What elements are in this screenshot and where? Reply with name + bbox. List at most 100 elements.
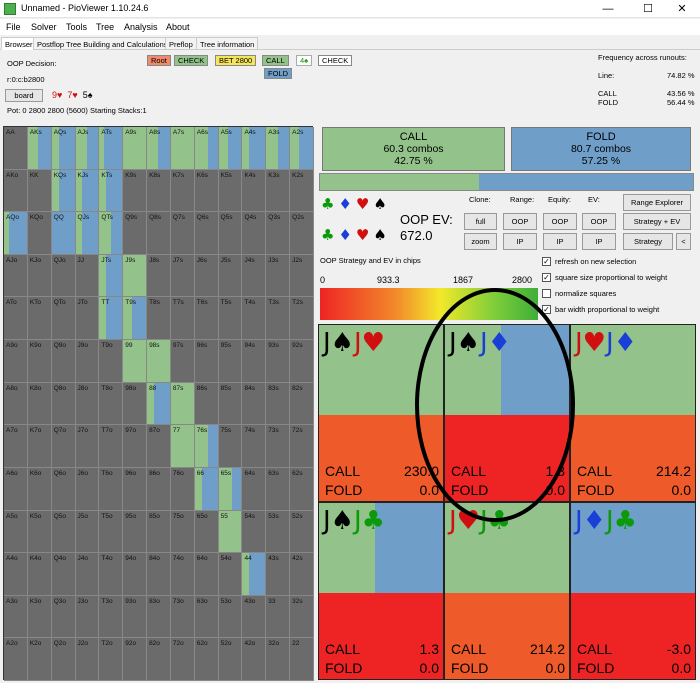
range-cell[interactable]: 95s [218,340,243,383]
range-cell[interactable]: 84s [242,382,267,426]
range-cell[interactable]: K3o [27,595,52,639]
club-icon[interactable]: ♣ [321,195,339,213]
range-cell[interactable]: 86s [194,382,219,426]
hand-panel[interactable]: J♥J♦ CALL 214.2 FOLD 0.0 [570,324,696,502]
range-cell[interactable]: 52o [218,638,243,681]
range-cell[interactable]: J9s [123,254,148,298]
range-cell[interactable]: J2o [75,638,100,681]
range-cell[interactable]: 42s [290,553,314,596]
range-cell[interactable]: J6o [75,467,100,511]
range-cell[interactable]: Q5s [218,212,243,255]
range-cell[interactable]: JJ [75,254,100,298]
range-cell[interactable]: Q8s [147,212,171,255]
strategy-button[interactable]: Strategy [623,233,673,250]
range-cell[interactable]: JTs [99,254,124,298]
range-cell[interactable]: 64s [242,467,267,511]
range-cell[interactable]: T9o [99,340,124,383]
tab-preflop[interactable]: Preflop [165,37,197,50]
range-cell[interactable]: 86o [147,467,171,511]
range-cell[interactable]: AJs [75,127,100,170]
range-cell[interactable]: ATs [99,127,124,170]
range-cell[interactable]: J3o [75,595,100,639]
range-cell[interactable]: 55 [218,510,243,554]
range-explorer-button[interactable]: Range Explorer [623,194,691,211]
range-cell[interactable]: A8s [147,127,171,170]
range-cell[interactable]: 85o [147,510,171,554]
range-cell[interactable]: T6s [194,297,219,341]
range-cell[interactable]: 83s [266,382,291,426]
heart-icon[interactable]: ♥ [355,226,374,244]
hand-panel[interactable]: J♠J♦ CALL 1.3 FOLD 0.0 [444,324,570,502]
range-cell[interactable]: 85s [218,382,243,426]
range-cell[interactable]: 62s [290,467,314,511]
range-cell[interactable]: J8o [75,382,100,426]
range-cell[interactable]: KK [27,169,52,213]
range-cell[interactable]: A8o [4,382,28,426]
range-cell[interactable]: A2s [290,127,314,170]
range-cell[interactable]: Q6o [51,467,76,511]
collapse-arrow-button[interactable]: < [676,233,691,250]
range-cell[interactable]: A7o [4,425,28,468]
range-cell[interactable]: T5o [99,510,124,554]
range-cell[interactable]: 97s [170,340,195,383]
range-cell[interactable]: AQs [51,127,76,170]
range-cell[interactable]: J4s [242,254,267,298]
node-root[interactable]: Root [147,55,171,66]
range-cell[interactable]: T4o [99,553,124,596]
range-cell[interactable]: K9s [123,169,148,213]
range-cell[interactable]: 94o [123,553,148,596]
range-cell[interactable]: J5o [75,510,100,554]
hand-panel[interactable]: J♦J♣ CALL -3.0 FOLD 0.0 [570,502,696,680]
hand-panel[interactable]: J♠J♣ CALL 1.3 FOLD 0.0 [318,502,444,680]
range-cell[interactable]: 64o [194,553,219,596]
range-cell[interactable]: 32o [266,638,291,681]
tab-tree-information[interactable]: Tree information [196,37,259,50]
ev-ip-button[interactable]: IP [582,233,616,250]
clone-zoom-button[interactable]: zoom [464,233,497,250]
range-cell[interactable]: T7o [99,425,124,468]
range-cell[interactable]: 76o [170,467,195,511]
range-cell[interactable]: J7s [170,254,195,298]
range-cell[interactable]: A6o [4,467,28,511]
range-cell[interactable]: AJo [4,254,28,298]
range-cell[interactable]: T3o [99,595,124,639]
range-cell[interactable]: K6o [27,467,52,511]
range-cell[interactable]: K5o [27,510,52,554]
node-bet-2800[interactable]: BET 2800 [215,55,257,66]
range-cell[interactable]: 75s [218,425,243,468]
node-check-2[interactable]: CHECK [318,55,353,66]
range-cell[interactable]: ATo [4,297,28,341]
range-cell[interactable]: 88 [147,382,171,426]
node-fold[interactable]: FOLD [264,68,293,79]
range-cell[interactable]: Q8o [51,382,76,426]
range-ip-button[interactable]: IP [503,233,537,250]
menu-analysis[interactable]: Analysis [124,22,158,32]
range-cell[interactable]: 87s [170,382,195,426]
hand-panel[interactable]: J♥J♣ CALL 214.2 FOLD 0.0 [444,502,570,680]
range-cell[interactable]: KTo [27,297,52,341]
tab-postflop[interactable]: Postflop Tree Building and Calculations [33,37,172,50]
range-cell[interactable]: 99 [123,340,148,383]
normalize-checkbox[interactable] [542,289,551,298]
range-cell[interactable]: 66 [194,467,219,511]
range-cell[interactable]: 98o [123,382,148,426]
fold-action-box[interactable]: FOLD 80.7 combos 57.25 % [511,127,691,171]
range-cell[interactable]: K5s [218,169,243,213]
strategy-ev-button[interactable]: Strategy + EV [623,213,691,230]
node-call[interactable]: CALL [262,55,289,66]
range-cell[interactable]: 93s [266,340,291,383]
heart-icon[interactable]: ♥ [355,195,374,213]
range-cell[interactable]: KQs [51,169,76,213]
range-cell[interactable]: 43o [242,595,267,639]
range-cell[interactable]: 32s [290,595,314,639]
range-cell[interactable]: QJs [75,212,100,255]
range-cell[interactable]: K2o [27,638,52,681]
minimize-button[interactable]: — [602,3,614,15]
spade-icon[interactable]: ♠ [373,226,391,244]
range-cell[interactable]: J8s [147,254,171,298]
range-cell[interactable]: AA [4,127,28,170]
range-cell[interactable]: K6s [194,169,219,213]
range-cell[interactable]: K8o [27,382,52,426]
range-cell[interactable]: 73s [266,425,291,468]
range-cell[interactable]: 75o [170,510,195,554]
